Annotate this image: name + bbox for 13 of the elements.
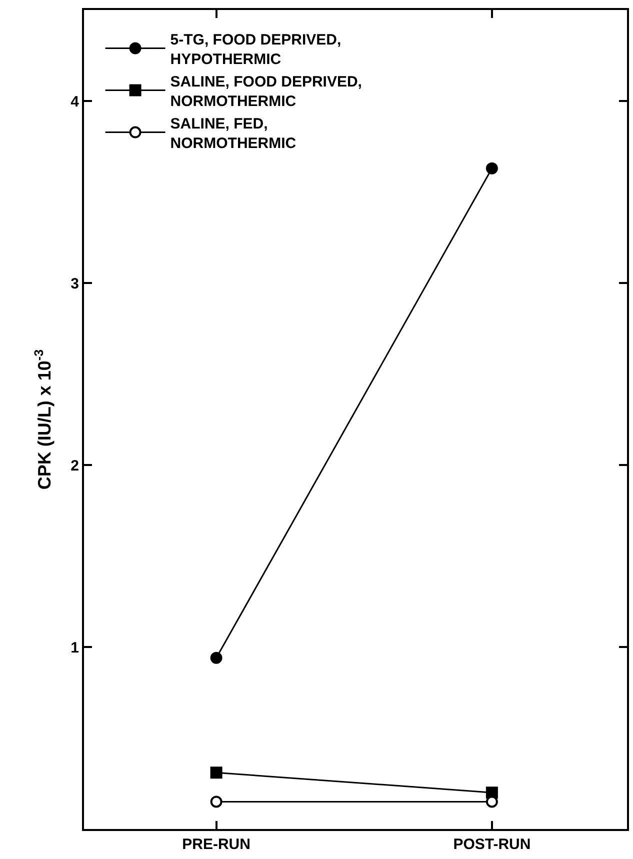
y-tick-label: 4	[70, 93, 80, 110]
x-tick-label: POST-RUN	[453, 836, 531, 853]
point	[210, 796, 222, 808]
point	[486, 162, 498, 174]
y-tick-label: 2	[70, 457, 79, 474]
legend-label: SALINE, FED, NORMOTHERMIC	[170, 115, 296, 152]
legend-label: 5-TG, FOOD DEPRIVED, HYPOTHERMIC	[170, 31, 342, 68]
x-tick-label: PRE-RUN	[182, 836, 250, 853]
y-tick-label: 1	[70, 639, 79, 656]
y-tick-label: 3	[70, 275, 79, 292]
point	[210, 766, 222, 779]
point	[210, 652, 222, 664]
legend-label: SALINE, FOOD DEPRIVED, NORMOTHERMIC	[170, 73, 362, 110]
